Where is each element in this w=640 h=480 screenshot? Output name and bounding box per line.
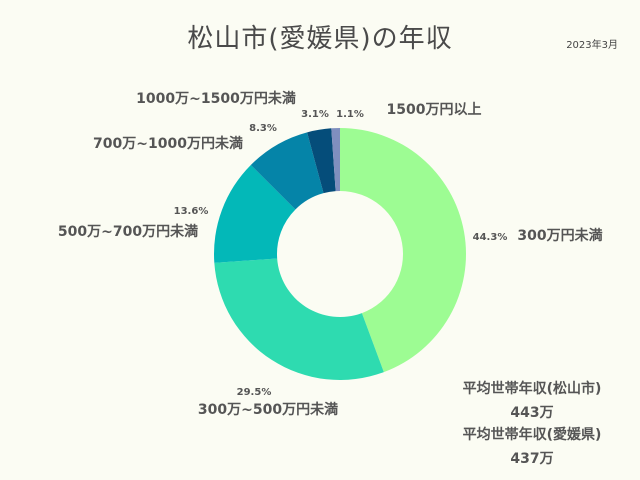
percent-label-4: 3.1% <box>301 109 329 120</box>
avg-income-matsuyama-value: 443万 <box>510 405 554 421</box>
avg-income-ehime-label: 平均世帯年収(愛媛県) <box>462 427 602 443</box>
category-label-3: 700万~1000万円未満 <box>93 135 243 152</box>
category-label-4: 1000万~1500万円未満 <box>136 90 296 107</box>
avg-income-matsuyama-label: 平均世帯年収(松山市) <box>462 381 602 397</box>
chart-title: 松山市(愛媛県)の年収 <box>187 24 453 54</box>
category-label-5: 1500万円以上 <box>387 102 482 118</box>
percent-label-3: 8.3% <box>249 123 277 134</box>
percent-label-5: 1.1% <box>336 109 364 120</box>
category-label-2: 500万~700万円未満 <box>58 223 198 240</box>
donut-slice-3 <box>250 132 324 210</box>
donut-slice-2 <box>214 164 296 263</box>
percent-label-1: 29.5% <box>237 387 272 398</box>
category-label-1: 300万~500万円未満 <box>198 401 338 418</box>
avg-income-ehime-value: 437万 <box>510 451 554 467</box>
percent-label-2: 13.6% <box>174 206 209 217</box>
category-label-0: 300万円未満 <box>517 227 602 244</box>
donut-slice-4 <box>307 128 336 194</box>
percent-label-0: 44.3% <box>473 232 508 243</box>
chart-date: 2023年3月 <box>566 40 618 51</box>
donut-slice-0 <box>340 128 467 373</box>
donut-slice-5 <box>331 128 340 192</box>
donut-slice-1 <box>214 258 384 380</box>
